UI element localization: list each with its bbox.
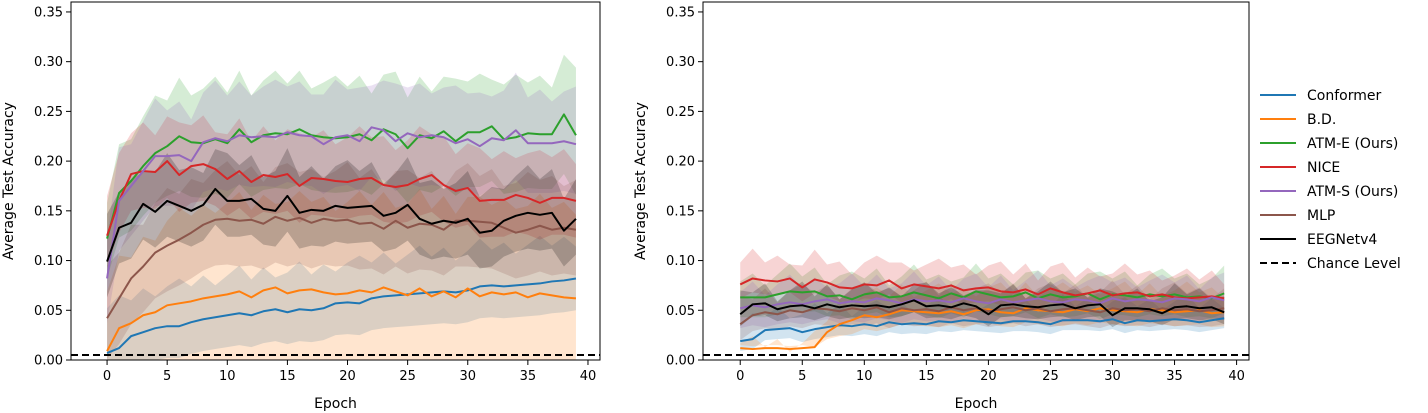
line-atm-e-ours	[106, 113, 577, 239]
legend-label: Conformer	[1307, 88, 1381, 104]
y-tick-label: 0.35	[666, 5, 695, 20]
x-tick-label: 30	[1104, 369, 1121, 384]
plot-area	[703, 248, 1249, 357]
legend-item-b-d: B.D.	[1260, 112, 1336, 128]
legend-item-mlp: MLP	[1260, 208, 1335, 224]
line-nice	[739, 277, 1225, 300]
x-tick-label: 40	[580, 369, 597, 384]
y-axis-label: Average Test Accuracy	[1, 102, 17, 260]
y-tick-label: 0.30	[666, 55, 695, 70]
x-tick-label: 15	[918, 369, 935, 384]
x-tick-label: 5	[163, 369, 171, 384]
legend-item-conformer: Conformer	[1260, 88, 1381, 104]
x-tick-label: 0	[736, 369, 744, 384]
y-tick-label: 0.05	[34, 304, 63, 319]
line-atm-e-ours	[740, 290, 1225, 301]
line-conformer	[740, 317, 1225, 343]
legend-label: ATM-S (Ours)	[1307, 184, 1398, 200]
axes-frame	[702, 1, 1250, 361]
legend-item-eegnetv4: EEGNetv4	[1260, 232, 1377, 248]
legend-label: ATM-E (Ours)	[1307, 136, 1398, 152]
x-axis-label: Epoch	[955, 396, 998, 412]
x-tick-label: 20	[980, 369, 997, 384]
x-tick-label: 0	[103, 369, 111, 384]
axes-frame	[70, 1, 601, 361]
band-mlp	[107, 161, 576, 360]
line-atm-s-ours	[739, 296, 1225, 310]
x-tick-label: 40	[1228, 369, 1245, 384]
line-conformer	[106, 277, 577, 354]
plot-area	[71, 54, 600, 360]
line-nice	[106, 160, 577, 237]
y-tick-label: 0.00	[34, 354, 63, 369]
band-eegnetv4	[107, 148, 576, 298]
y-tick-label: 0.35	[34, 5, 63, 20]
legend-label: EEGNetv4	[1307, 232, 1377, 248]
x-tick-label: 25	[1042, 369, 1059, 384]
legend-item-chance-level: Chance Level	[1260, 256, 1401, 272]
x-tick-label: 30	[459, 369, 476, 384]
band-atm-s-ours	[107, 72, 576, 324]
x-tick-label: 35	[1166, 369, 1183, 384]
legend-item-nice: NICE	[1260, 160, 1340, 176]
band-b-d	[107, 188, 576, 360]
x-tick-label: 5	[798, 369, 806, 384]
y-tick-label: 0.15	[34, 204, 63, 219]
y-axis-label: Average Test Accuracy	[633, 102, 649, 260]
y-tick-label: 0.00	[666, 354, 695, 369]
line-eegnetv4	[739, 299, 1225, 317]
y-tick-label: 0.10	[666, 254, 695, 269]
x-tick-label: 15	[279, 369, 296, 384]
x-tick-label: 10	[219, 369, 236, 384]
left-chart-panel: 0 5 10 15 20 25 30 35 40 0.00 0.05 0.10 0.15 0.20 0.25…	[1, 1, 601, 412]
y-tick-label: 0.05	[666, 304, 695, 319]
line-eegnetv4	[106, 187, 577, 262]
x-tick-label: 10	[856, 369, 873, 384]
y-tick-label: 0.25	[666, 105, 695, 120]
chart-legend: Conformer B.D. ATM-E (Ours) NICE ATM-S (Ours…	[1260, 88, 1401, 272]
x-tick-label: 25	[399, 369, 416, 384]
legend-item-atm-s-ours: ATM-S (Ours)	[1260, 184, 1398, 200]
y-tick-label: 0.30	[34, 55, 63, 70]
x-tick-label: 35	[520, 369, 537, 384]
legend-label: Chance Level	[1307, 256, 1401, 272]
y-tick-label: 0.10	[34, 254, 63, 269]
y-tick-label: 0.20	[666, 155, 695, 170]
line-atm-s-ours	[106, 126, 577, 279]
legend-label: B.D.	[1307, 112, 1336, 128]
right-chart-panel: 0 5 10 15 20 25 30 35 40 0.00 0.05 0.10 0.15 0.20 0.25…	[633, 1, 1250, 412]
x-tick-label: 20	[339, 369, 356, 384]
y-tick-label: 0.15	[666, 204, 695, 219]
band-conformer	[107, 235, 576, 360]
band-atm-e-ours	[107, 54, 576, 279]
y-tick-label: 0.20	[34, 155, 63, 170]
x-axis-label: Epoch	[314, 396, 357, 412]
y-tick-label: 0.25	[34, 105, 63, 120]
band-nice	[107, 115, 576, 268]
legend-label: MLP	[1307, 208, 1335, 224]
line-b-d	[106, 286, 577, 352]
legend-item-atm-e-ours: ATM-E (Ours)	[1260, 136, 1398, 152]
legend-label: NICE	[1307, 160, 1340, 176]
